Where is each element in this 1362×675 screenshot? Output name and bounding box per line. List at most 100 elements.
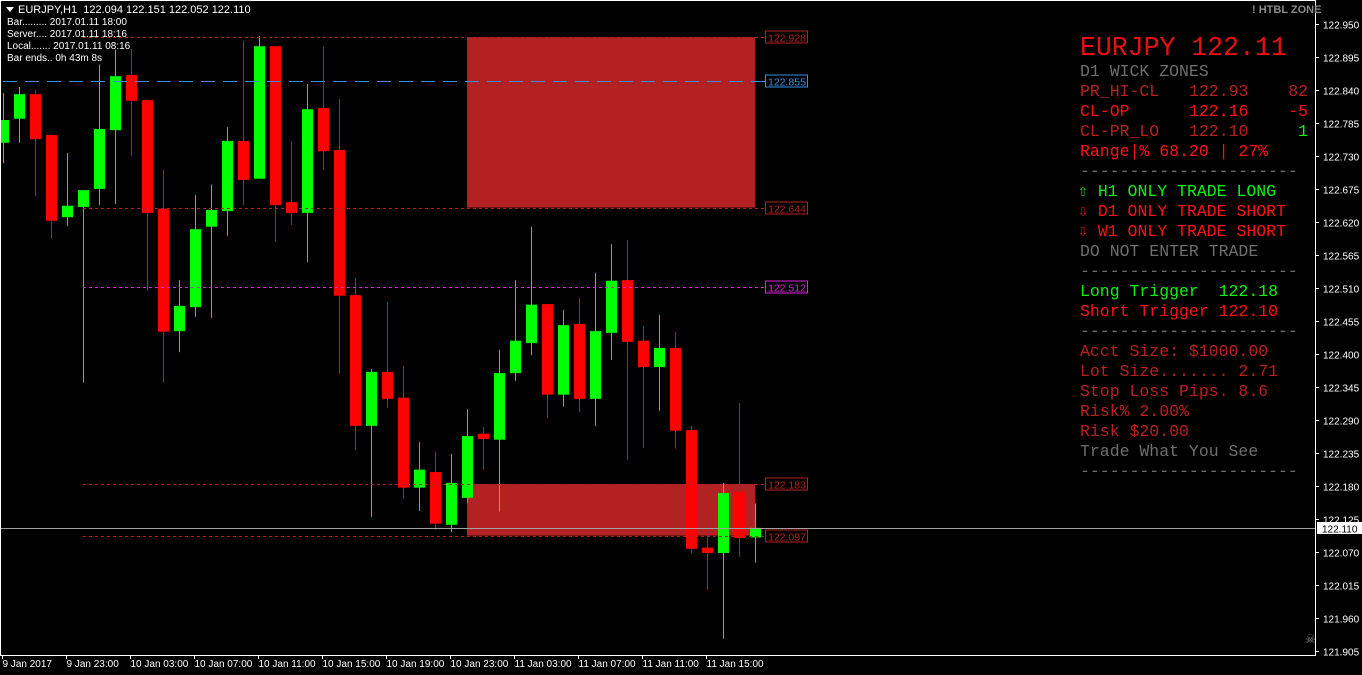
divider: ---------------------- [1080, 162, 1298, 181]
level-label-box [765, 280, 808, 294]
candle-body [622, 280, 633, 342]
arrow-down-icon: ⇩ [1078, 222, 1088, 241]
candle-body [718, 493, 729, 554]
row-cl-op-value: -5 [1288, 102, 1308, 121]
level-label-box [765, 477, 808, 491]
y-tick-label: 122.400 [1323, 351, 1360, 362]
risk-percent: Risk% 2.00% [1080, 402, 1189, 421]
stop-loss-pips: Stop Loss Pips. 8.6 [1080, 382, 1269, 401]
candle-body [750, 527, 761, 538]
wick-zones-heading: D1 WICK ZONES [1080, 62, 1209, 81]
candle-body [654, 347, 665, 368]
candle-body [110, 76, 121, 131]
candle-body [78, 190, 89, 207]
x-tick-label: 10 Jan 23:00 [451, 659, 509, 670]
server-time: Server.... 2017.01.11 18:16 [7, 29, 127, 40]
candle-body [158, 208, 169, 332]
d1-signal: ⇩ D1 ONLY TRADE SHORT [1078, 202, 1286, 222]
divider: ---------------------- [1080, 322, 1298, 341]
candle-body [238, 140, 249, 180]
risk-amount: Risk $20.00 [1080, 422, 1189, 441]
lot-size: Lot Size....... 2.71 [1080, 362, 1279, 381]
candle-body [126, 74, 137, 101]
trade-advice: DO NOT ENTER TRADE [1080, 242, 1259, 261]
y-tick-label: 122.895 [1323, 54, 1360, 65]
candle-body [318, 107, 329, 152]
x-tick-label: 10 Jan 11:00 [259, 659, 317, 670]
y-tick-label: 121.960 [1323, 615, 1360, 626]
candle-body [30, 94, 41, 140]
candle-body [494, 373, 505, 440]
y-tick-label: 122.180 [1323, 483, 1360, 494]
level-label-box [765, 30, 808, 44]
long-trigger: Long Trigger 122.18 [1080, 282, 1279, 301]
candle-body [366, 371, 377, 426]
candle-body [734, 491, 745, 539]
candle-body [702, 547, 713, 554]
level-label: 122.097 [768, 532, 806, 544]
y-tick-label: 122.455 [1323, 318, 1360, 329]
candle-body [686, 430, 697, 549]
y-tick-label: 122.840 [1323, 87, 1360, 98]
y-tick-label: 122.015 [1323, 582, 1360, 593]
candle-body [510, 340, 521, 374]
candle-body [62, 205, 73, 218]
row-cl-op-price: 122.16 [1189, 102, 1249, 121]
level-label: 122.855 [768, 77, 806, 89]
divider: ---------------------- [1080, 462, 1298, 481]
candle-body [638, 340, 649, 368]
skull-icon: ☠ [1305, 632, 1316, 646]
candle-body [478, 433, 489, 440]
symbol-timeframe: EURJPY,H1 [18, 4, 78, 16]
bar-time: Bar......... 2017.01.11 18:00 [7, 17, 127, 28]
chart-header: EURJPY,H1 122.094 122.151 122.052 122.11… [6, 4, 251, 16]
row-pr-hi-cl-value: 82 [1288, 82, 1308, 101]
bar-ends-countdown: Bar ends.. 0h 43m 8s [7, 53, 103, 64]
divider: ---------------------- [1080, 262, 1298, 281]
h1-signal: ⇧ H1 ONLY TRADE LONG [1078, 182, 1276, 202]
row-cl-pr-lo-label: CL-PR_LO [1080, 122, 1160, 141]
row-cl-op-label: CL-OP [1080, 102, 1130, 121]
candle-body [670, 347, 681, 431]
candle-body [94, 128, 105, 189]
level-label: 122.512 [768, 283, 806, 295]
level-label-box [765, 74, 808, 88]
candle-body [558, 325, 569, 395]
w1-signal: ⇩ W1 ONLY TRADE SHORT [1078, 222, 1286, 242]
candle-body [446, 482, 457, 525]
x-tick-label: 10 Jan 07:00 [195, 659, 253, 670]
x-tick-label: 9 Jan 2017 [3, 659, 53, 670]
range-readout: Range|% 68.20 | 27% [1080, 142, 1269, 161]
x-tick-label: 11 Jan 15:00 [707, 659, 765, 670]
row-pr-hi-cl-price: 122.93 [1189, 82, 1249, 101]
candle-body [398, 397, 409, 488]
candle-body [590, 331, 601, 399]
bid-price-tag [1317, 522, 1362, 534]
dropdown-triangle-icon[interactable] [6, 7, 14, 12]
row-cl-pr-lo-value: 1 [1298, 122, 1308, 141]
candle-body [206, 209, 217, 227]
y-tick-label: 122.510 [1323, 285, 1360, 296]
x-tick-label: 10 Jan 03:00 [131, 659, 189, 670]
y-tick-label: 122.070 [1323, 549, 1360, 560]
candle-body [14, 94, 25, 119]
row-pr-hi-cl-label: PR_HI-CL [1080, 82, 1160, 101]
x-tick-label: 10 Jan 19:00 [387, 659, 445, 670]
y-tick-label: 122.675 [1323, 186, 1360, 197]
candle-body [606, 280, 617, 333]
acct-size: Acct Size: $1000.00 [1080, 342, 1269, 361]
row-cl-pr-lo-price: 122.10 [1189, 122, 1249, 141]
candle-body [190, 229, 201, 308]
candle-body [46, 134, 57, 221]
short-trigger: Short Trigger 122.10 [1080, 302, 1279, 321]
candle-body [382, 371, 393, 399]
candle-body [334, 149, 345, 296]
panel-title: EURJPY 122.11 [1080, 33, 1287, 63]
level-label: 122.928 [768, 33, 806, 45]
candle-body [414, 469, 425, 488]
y-tick-label: 122.620 [1323, 219, 1360, 230]
x-tick-label: 11 Jan 03:00 [515, 659, 573, 670]
wick-zone [467, 484, 755, 536]
candle-body [174, 305, 185, 332]
